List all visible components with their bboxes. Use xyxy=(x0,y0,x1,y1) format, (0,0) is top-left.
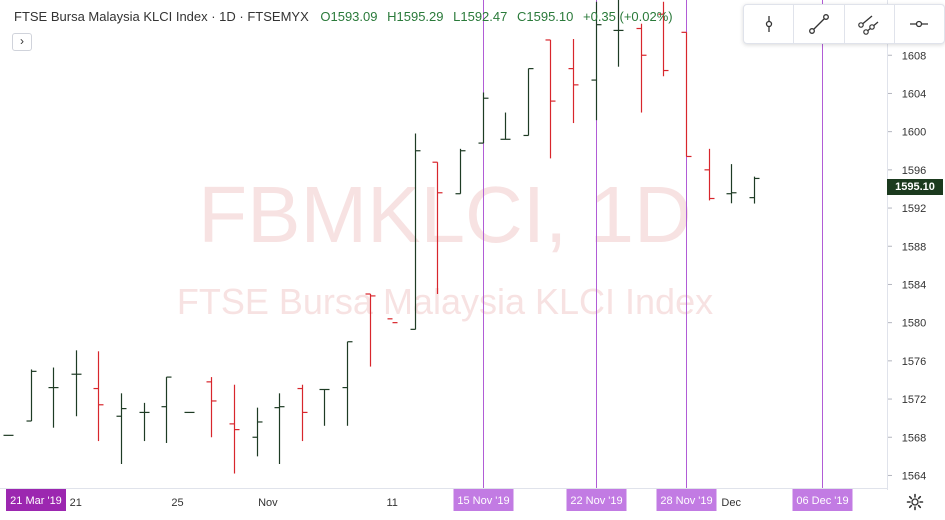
watermark-description: FTSE Bursa Malaysia KLCI Index xyxy=(177,281,713,322)
time-tick-label-3: 11 xyxy=(386,497,397,509)
time-tick-label-2: Nov xyxy=(258,497,278,509)
time-tick-label-4: Dec xyxy=(721,497,741,509)
ohlc-bar-32 xyxy=(726,164,737,204)
trend-line-tool-button[interactable] xyxy=(793,5,843,43)
ohlc-bar-29 xyxy=(658,1,669,77)
price-tick-label-4: 1580 xyxy=(902,318,926,330)
ohlc-bar-19 xyxy=(432,161,443,294)
price-tick-label-11: 1608 xyxy=(902,50,926,62)
symbol-title: FTSE Bursa Malaysia KLCI Index · 1D · FT… xyxy=(14,9,309,24)
expand-legend-button[interactable]: › xyxy=(12,33,32,51)
ohlc-bar-17 xyxy=(387,318,398,324)
drawing-toolbar xyxy=(743,4,945,44)
ohlc-bar-24 xyxy=(545,39,556,159)
ohlc-bar-18 xyxy=(410,133,421,330)
price-tick-label-0: 1564 xyxy=(902,470,926,482)
ohlc-bar-23 xyxy=(523,68,534,137)
price-axis[interactable]: 1564 1568 1572 1576 1580 1584 1588 1592 1596 1600… xyxy=(888,50,926,482)
ohlc-bar-3 xyxy=(71,350,82,417)
open-value: O1593.09 xyxy=(320,9,378,24)
change-value: +0.35 (+0.02%) xyxy=(583,9,673,24)
ohlc-bar-6 xyxy=(139,402,150,442)
price-bars xyxy=(3,0,760,474)
ohlc-bar-14 xyxy=(319,388,330,426)
vertical-line-date-label-3: 06 Dec '19 xyxy=(792,489,853,511)
price-tick-label-8: 1596 xyxy=(902,165,926,177)
price-tick-label-6: 1588 xyxy=(902,241,926,253)
gear-icon xyxy=(906,493,924,511)
time-tick-label-1: 25 xyxy=(171,497,183,509)
ohlc-bar-16 xyxy=(365,293,376,367)
ohlc-bar-5 xyxy=(116,393,127,464)
price-tick-label-9: 1600 xyxy=(902,127,926,139)
ohlc-values: O1593.09 H1595.29 L1592.47 C1595.10 +0.3… xyxy=(320,9,678,24)
chart-settings-button[interactable] xyxy=(903,490,927,514)
vertical-line-date-labels: 21 Mar '19 15 Nov '19 22 Nov '19 28 Nov '19… xyxy=(6,489,853,511)
ohlc-bar-31 xyxy=(704,148,715,201)
last-price-label: 1595.10 xyxy=(887,179,943,195)
watermark-symbol: FBMKLCI, 1D xyxy=(198,170,691,259)
watermark: FBMKLCI, 1D FTSE Bursa Malaysia KLCI Ind… xyxy=(177,170,713,322)
ohlc-bar-28 xyxy=(636,23,647,113)
ohlc-bar-20 xyxy=(455,148,466,195)
ohlc-bar-22 xyxy=(500,112,511,140)
time-axis[interactable]: 21 25 Nov 11 Dec xyxy=(70,497,742,509)
vertical-line-date-label-2: 28 Nov '19 xyxy=(656,489,717,511)
price-tick-label-2: 1572 xyxy=(902,394,926,406)
horizontal-ray-tool-button[interactable] xyxy=(893,5,944,43)
ohlc-bar-33 xyxy=(749,176,760,204)
svg-text:06 Dec '19: 06 Dec '19 xyxy=(796,495,848,507)
ohlc-bar-25 xyxy=(568,39,579,124)
high-value: H1595.29 xyxy=(387,9,444,24)
ohlc-bar-1 xyxy=(26,369,37,422)
ohlc-bar-4 xyxy=(93,351,104,442)
ohlc-bar-15 xyxy=(342,341,353,426)
time-tick-label-0: 21 xyxy=(70,497,82,509)
svg-text:28 Nov '19: 28 Nov '19 xyxy=(660,495,712,507)
price-tick-label-3: 1576 xyxy=(902,356,926,368)
ohlc-bar-11 xyxy=(252,407,263,457)
trend-line-icon xyxy=(808,14,829,34)
ohlc-bar-2 xyxy=(48,367,59,428)
price-tick-label-10: 1604 xyxy=(902,88,926,100)
ohlc-bar-27 xyxy=(613,0,624,67)
low-value: L1592.47 xyxy=(453,9,508,24)
parallel-channel-icon xyxy=(858,15,879,35)
vertical-line-date-label-1: 22 Nov '19 xyxy=(566,489,627,511)
ohlc-bar-13 xyxy=(297,384,308,442)
svg-text:21 Mar '19: 21 Mar '19 xyxy=(10,495,62,507)
ohlc-bar-10 xyxy=(229,384,240,474)
ohlc-bar-30 xyxy=(681,31,692,158)
vertical-line-tool-button[interactable] xyxy=(744,5,793,43)
horizontal-ray-icon xyxy=(910,20,929,28)
price-tick-label-7: 1592 xyxy=(902,203,926,215)
ohlc-bar-9 xyxy=(206,377,217,438)
ohlc-bar-21 xyxy=(478,92,489,144)
price-tick-label-5: 1584 xyxy=(902,279,926,291)
vertical-line-date-label-0: 15 Nov '19 xyxy=(453,489,514,511)
parallel-channel-tool-button[interactable] xyxy=(843,5,894,43)
first-date-label: 21 Mar '19 xyxy=(6,489,66,511)
vertical-line-icon xyxy=(765,16,772,32)
close-value: C1595.10 xyxy=(516,9,574,24)
ohlc-bar-7 xyxy=(161,376,172,443)
ohlc-bar-12 xyxy=(274,393,285,464)
svg-text:15 Nov '19: 15 Nov '19 xyxy=(457,495,509,507)
price-tick-label-1: 1568 xyxy=(902,432,926,444)
chart-legend: FTSE Bursa Malaysia KLCI Index · 1D · FT… xyxy=(14,9,679,24)
svg-text:22 Nov '19: 22 Nov '19 xyxy=(570,495,622,507)
ohlc-bar-26 xyxy=(591,1,602,121)
